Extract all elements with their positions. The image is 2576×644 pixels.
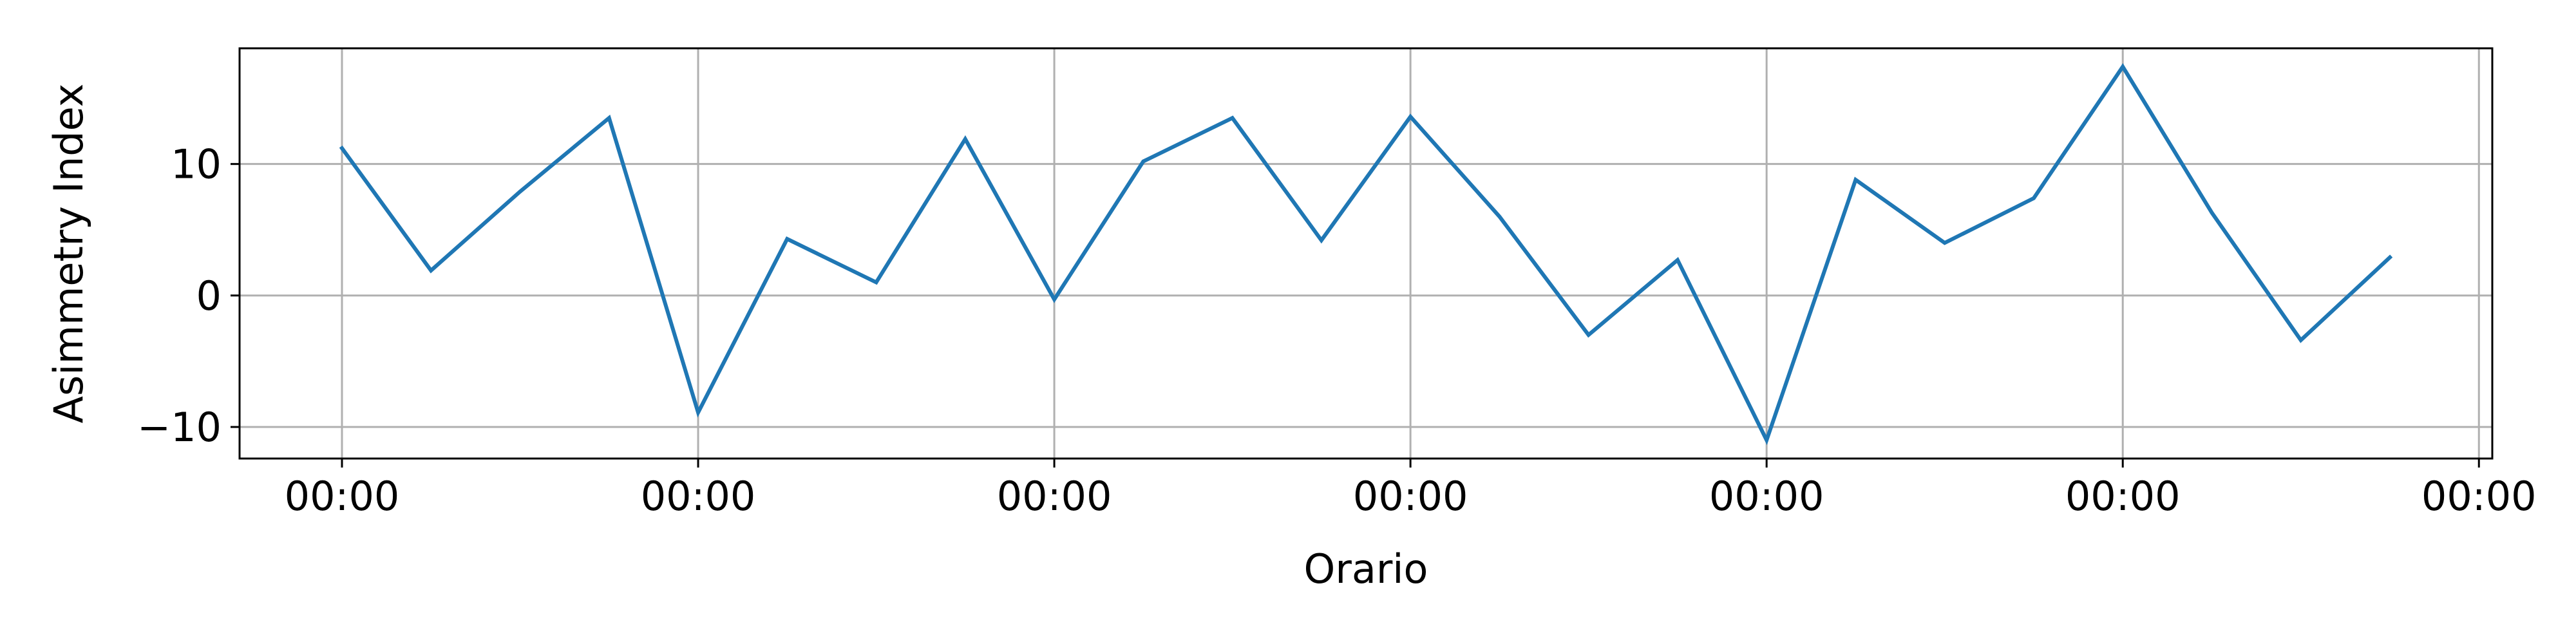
x-tick-label: 00:00 <box>1353 473 1468 520</box>
x-tick-label: 00:00 <box>641 473 756 520</box>
plot-area-frame <box>238 47 2494 460</box>
y-tick-label: 10 <box>171 141 222 188</box>
x-tick-label: 00:00 <box>997 473 1112 520</box>
series-line <box>339 63 2393 446</box>
x-tick-label: 00:00 <box>2421 473 2537 520</box>
y-axis-label: Asimmetry Index <box>45 84 92 424</box>
y-tick-label: −10 <box>137 404 222 451</box>
series-layer <box>339 63 2393 446</box>
x-tick-label: 00:00 <box>1709 473 1824 520</box>
y-tick-label: 0 <box>196 272 222 319</box>
x-tick-label: 00:00 <box>2065 473 2181 520</box>
grid-lines <box>240 48 2492 459</box>
x-tick-label: 00:00 <box>285 473 400 520</box>
axis-ticks: 00:00 00:00 00:00 00:00 00:00 00:00 00:00 −10 0 1… <box>137 141 2536 520</box>
x-axis-label: Orario <box>1304 545 1428 592</box>
